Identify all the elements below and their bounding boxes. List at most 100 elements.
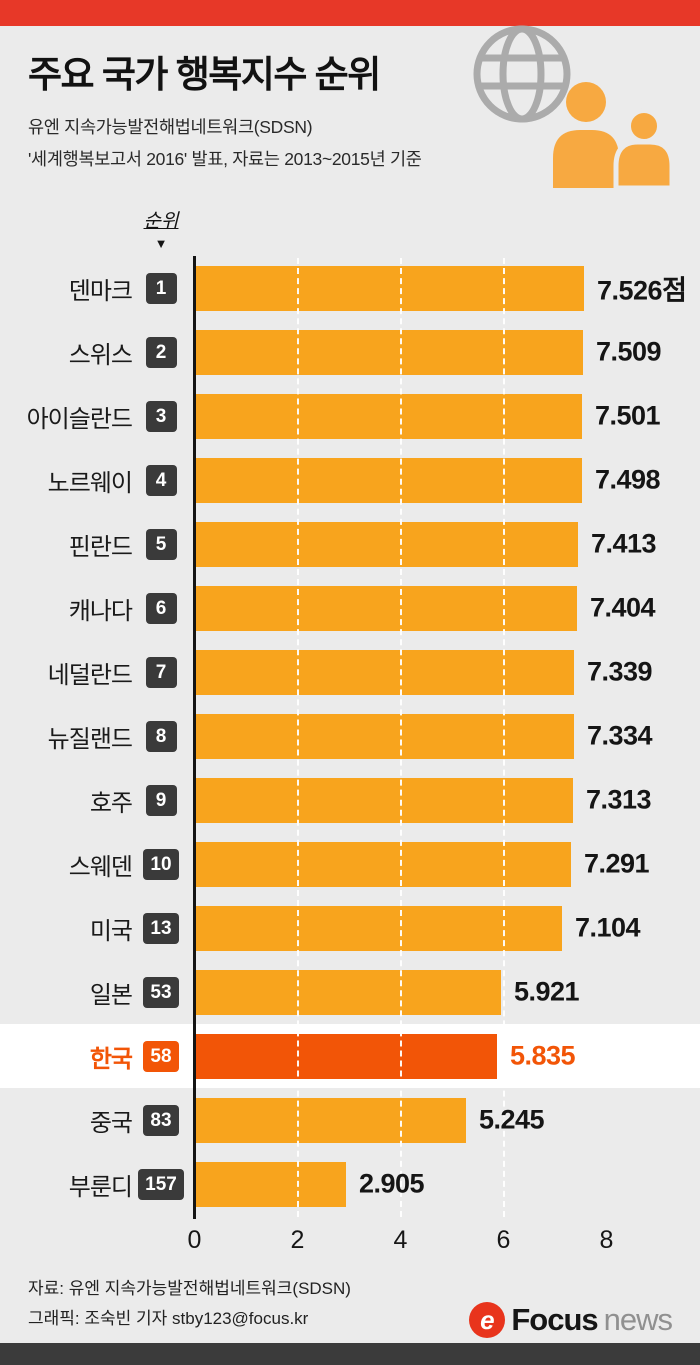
chart-row: 아이슬란드 3 7.501 bbox=[0, 384, 700, 448]
top-accent-bar bbox=[0, 0, 700, 26]
subtitle-line2: '세계행복보고서 2016' 발표, 자료는 2013~2015년 기준 bbox=[28, 149, 422, 169]
country-label: 아이슬란드 bbox=[26, 405, 133, 433]
rank-badge: 2 bbox=[145, 336, 177, 368]
score-label: 7.509 bbox=[596, 336, 662, 367]
country-label: 중국 bbox=[89, 1109, 133, 1137]
score-bar bbox=[196, 585, 577, 631]
score-label: 7.104 bbox=[575, 912, 641, 943]
chart-row: 스웨덴 10 7.291 bbox=[0, 832, 700, 896]
score-label: 7.498 bbox=[595, 464, 661, 495]
bar-area: 5.921 bbox=[196, 969, 700, 1015]
rank-badge-wrap: 13 bbox=[132, 912, 190, 944]
rank-badge: 83 bbox=[143, 1104, 179, 1136]
country-label: 한국 bbox=[89, 1045, 133, 1073]
country-label: 노르웨이 bbox=[47, 469, 133, 497]
rank-badge-wrap: 4 bbox=[132, 464, 190, 496]
page-title: 주요 국가 행복지수 순위 bbox=[28, 54, 381, 95]
rank-badge-wrap: 157 bbox=[132, 1168, 190, 1200]
score-bar bbox=[196, 713, 574, 759]
rank-badge: 8 bbox=[145, 720, 177, 752]
bar-area: 5.245 bbox=[196, 1097, 700, 1143]
rank-badge: 58 bbox=[143, 1040, 179, 1072]
rank-badge: 1 bbox=[145, 272, 177, 304]
logo-suffix-text: news bbox=[603, 1302, 673, 1337]
chart-rows: 덴마크 1 7.526점 스위스 2 7.509 아이슬란드 3 7.501 노르웨이 4 7.498… bbox=[0, 256, 700, 1216]
bar-area: 2.905 bbox=[196, 1161, 700, 1207]
score-bar bbox=[196, 905, 562, 951]
rank-badge-wrap: 3 bbox=[132, 400, 190, 432]
bar-area: 7.104 bbox=[196, 905, 700, 951]
logo-brand-text: Focus bbox=[511, 1302, 598, 1337]
score-bar bbox=[196, 1097, 466, 1143]
bar-area: 7.404 bbox=[196, 585, 700, 631]
score-bar bbox=[196, 457, 582, 503]
chart-row: 부룬디 157 2.905 bbox=[0, 1152, 700, 1216]
chart-row: 뉴질랜드 8 7.334 bbox=[0, 704, 700, 768]
bar-area: 7.526점 bbox=[196, 265, 700, 311]
score-label: 7.501 bbox=[595, 400, 661, 431]
rank-header-label: 순위 bbox=[143, 211, 179, 232]
country-label: 덴마크 bbox=[68, 277, 133, 305]
rank-badge-wrap: 10 bbox=[132, 848, 190, 880]
x-axis-ticks: 0 2 4 6 8 bbox=[0, 1226, 700, 1258]
rank-badge: 6 bbox=[145, 592, 177, 624]
rank-badge: 10 bbox=[143, 848, 179, 880]
country-label: 핀란드 bbox=[68, 533, 133, 561]
score-label: 7.526점 bbox=[597, 275, 687, 306]
score-label: 7.334 bbox=[587, 720, 653, 751]
chart-row: 스위스 2 7.509 bbox=[0, 320, 700, 384]
score-bar bbox=[196, 777, 573, 823]
score-bar bbox=[196, 521, 578, 567]
gridline bbox=[503, 258, 505, 1217]
bar-area: 7.509 bbox=[196, 329, 700, 375]
score-bar bbox=[196, 1033, 497, 1079]
country-label: 뉴질랜드 bbox=[47, 725, 133, 753]
score-bar bbox=[196, 649, 574, 695]
gridline bbox=[400, 258, 402, 1217]
two-people-icon bbox=[553, 82, 675, 188]
rank-badge: 53 bbox=[143, 976, 179, 1008]
score-label: 7.404 bbox=[590, 592, 656, 623]
bar-area: 5.835 bbox=[196, 1033, 700, 1079]
rank-column-header: 순위 ▼ bbox=[130, 206, 192, 250]
bar-area: 7.501 bbox=[196, 393, 700, 439]
chart-row: 호주 9 7.313 bbox=[0, 768, 700, 832]
country-label: 스웨덴 bbox=[68, 853, 133, 881]
chart-row: 덴마크 1 7.526점 bbox=[0, 256, 700, 320]
happiness-bar-chart: 덴마크 1 7.526점 스위스 2 7.509 아이슬란드 3 7.501 노르웨이 4 7.498… bbox=[0, 256, 700, 1266]
country-label: 부룬디 bbox=[68, 1173, 133, 1201]
rank-badge-wrap: 5 bbox=[132, 528, 190, 560]
bar-area: 7.313 bbox=[196, 777, 700, 823]
rank-arrow-icon: ▼ bbox=[154, 236, 168, 251]
chart-row: 캐나다 6 7.404 bbox=[0, 576, 700, 640]
rank-badge: 7 bbox=[145, 656, 177, 688]
country-label: 네덜란드 bbox=[47, 661, 133, 689]
bar-area: 7.291 bbox=[196, 841, 700, 887]
score-label: 5.835 bbox=[510, 1040, 576, 1071]
rank-badge-wrap: 6 bbox=[132, 592, 190, 624]
rank-badge: 5 bbox=[145, 528, 177, 560]
rank-badge-wrap: 8 bbox=[132, 720, 190, 752]
focus-news-logo: e Focus news bbox=[469, 1302, 673, 1338]
score-bar bbox=[196, 393, 582, 439]
chart-row: 노르웨이 4 7.498 bbox=[0, 448, 700, 512]
rank-badge: 13 bbox=[143, 912, 179, 944]
rank-badge: 3 bbox=[145, 400, 177, 432]
country-label: 미국 bbox=[89, 917, 133, 945]
focus-news-logo-icon: e bbox=[469, 1302, 506, 1338]
chart-row-highlight: 한국 58 5.835 bbox=[0, 1024, 700, 1088]
score-label: 7.291 bbox=[584, 848, 650, 879]
rank-badge: 9 bbox=[145, 784, 177, 816]
x-tick-label: 4 bbox=[393, 1226, 408, 1254]
chart-row: 일본 53 5.921 bbox=[0, 960, 700, 1024]
score-bar bbox=[196, 1161, 346, 1207]
chart-row: 네덜란드 7 7.339 bbox=[0, 640, 700, 704]
country-label: 일본 bbox=[89, 981, 133, 1009]
globe-icon bbox=[473, 25, 571, 123]
chart-row: 핀란드 5 7.413 bbox=[0, 512, 700, 576]
country-label: 호주 bbox=[89, 789, 133, 817]
rank-badge: 4 bbox=[145, 464, 177, 496]
score-label: 7.339 bbox=[587, 656, 653, 687]
gridline bbox=[297, 258, 299, 1217]
